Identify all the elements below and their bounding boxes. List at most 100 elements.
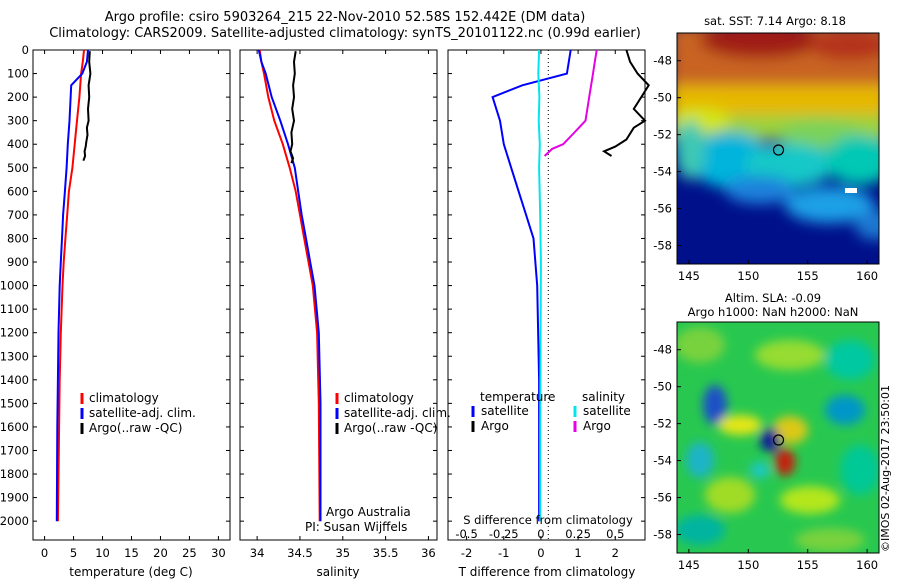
map-x-tick-label: 155	[797, 269, 819, 283]
x-tick-label: 1	[574, 546, 581, 560]
depth-tick-label: 1000	[0, 279, 29, 293]
difference-panel	[447, 49, 646, 541]
legend-label: satellite	[481, 404, 529, 418]
map-x-tick-label: 160	[856, 558, 878, 572]
depth-tick-label: 400	[7, 137, 29, 151]
series-line-temperature-argo	[601, 49, 650, 157]
depth-tick-label: 700	[7, 208, 29, 222]
x-tick-label: 10	[95, 546, 110, 560]
s-diff-tick-label: -0.5	[455, 527, 477, 541]
sla-argo-marker	[772, 434, 785, 446]
x-tick-label: 34	[250, 546, 265, 560]
sst-missing-patch	[845, 188, 857, 193]
map-y-tick-label: -50	[653, 380, 672, 394]
difference-xlabel-bottom: T difference from climatology	[458, 565, 636, 579]
x-tick-label: -1	[498, 546, 509, 560]
depth-tick-label: 1700	[0, 443, 29, 457]
series-line-temperature-satellite	[491, 49, 572, 522]
depth-tick-label: 0	[22, 43, 29, 57]
x-tick-label: 20	[153, 546, 168, 560]
x-tick-label: 30	[211, 546, 226, 560]
map-y-tick-label: -48	[653, 54, 672, 68]
difference-legend-temperature-title: temperature	[480, 390, 555, 404]
series-line-climatology	[258, 49, 321, 522]
depth-tick-label: 1500	[0, 396, 29, 410]
depth-tick-label: 1800	[0, 467, 29, 481]
x-tick-label: 36	[421, 546, 436, 560]
salinity-annotation-2: PI: Susan Wijffels	[305, 520, 407, 534]
legend-label: climatology	[89, 391, 159, 405]
depth-tick-label: 500	[7, 161, 29, 175]
map-x-tick-label: 145	[678, 558, 700, 572]
map-x-tick-label: 160	[856, 269, 878, 283]
legend-label: Argo(..raw -QC)	[89, 421, 182, 435]
legend-label: climatology	[344, 391, 414, 405]
salinity-xlabel: salinity	[316, 565, 359, 579]
series-line-satellite-adj-clim-	[257, 49, 322, 522]
sla-map	[677, 322, 879, 553]
map-x-tick-label: 150	[737, 269, 759, 283]
series-line-argo-raw-qc-	[289, 51, 297, 164]
sst-argo-marker	[772, 144, 785, 156]
map-y-tick-label: -52	[653, 417, 672, 431]
map-y-tick-label: -56	[653, 491, 672, 505]
x-tick-label: 25	[182, 546, 197, 560]
legend-label: satellite	[583, 404, 631, 418]
map-x-tick-label: 145	[678, 269, 700, 283]
map-y-tick-label: -58	[653, 239, 672, 253]
depth-tick-label: 800	[7, 231, 29, 245]
map-x-tick-label: 150	[737, 558, 759, 572]
x-tick-label: 0	[41, 546, 48, 560]
sla-map-frame	[676, 321, 880, 554]
depth-tick-label: 1300	[0, 349, 29, 363]
map-y-tick-label: -54	[653, 165, 672, 179]
x-tick-label: -2	[461, 546, 472, 560]
series-line-satellite-adj-clim-	[55, 49, 89, 522]
sst-map	[677, 33, 879, 264]
x-tick-label: 34.5	[287, 546, 313, 560]
figure-title: Argo profile: csiro 5903264_215 22-Nov-2…	[0, 10, 690, 42]
depth-tick-label: 1100	[0, 302, 29, 316]
depth-tick-label: 1400	[0, 373, 29, 387]
legend-label: satellite-adj. clim.	[89, 406, 196, 420]
map-y-tick-label: -54	[653, 454, 672, 468]
s-diff-tick-label: 0.5	[606, 527, 624, 541]
x-tick-label: 5	[70, 546, 77, 560]
sla-map-subtitle: Argo h1000: NaN h2000: NaN	[688, 305, 859, 319]
depth-tick-label: 200	[7, 90, 29, 104]
map-y-tick-label: -48	[653, 343, 672, 357]
depth-tick-label: 2000	[0, 514, 29, 528]
temperature-xlabel: temperature (deg C)	[69, 565, 192, 579]
title-line-2: Climatology: CARS2009. Satellite-adjuste…	[49, 26, 641, 41]
salinity-panel	[239, 49, 438, 541]
difference-legend-salinity-title: salinity	[582, 390, 625, 404]
depth-tick-label: 300	[7, 114, 29, 128]
depth-tick-label: 1200	[0, 326, 29, 340]
x-tick-label: 0	[537, 546, 544, 560]
series-line-climatology	[56, 49, 85, 522]
x-tick-label: 35	[335, 546, 350, 560]
sla-map-title: Altim. SLA: -0.09	[725, 291, 821, 305]
imos-credit: ©IMOS 02-Aug-2017 23:50:01	[879, 385, 892, 552]
sst-map-frame	[676, 32, 880, 265]
depth-tick-label: 100	[7, 67, 29, 81]
legend-label: Argo	[583, 419, 611, 433]
difference-xlabel-top: S difference from climatology	[463, 513, 633, 527]
s-diff-tick-label: 0.25	[565, 527, 591, 541]
depth-tick-label: 1600	[0, 420, 29, 434]
legend-label: satellite-adj. clim.	[344, 406, 451, 420]
sst-map-title: sat. SST: 7.14 Argo: 8.18	[704, 14, 846, 28]
map-x-tick-label: 155	[797, 558, 819, 572]
x-tick-label: 2	[612, 546, 619, 560]
x-tick-label: 35.5	[373, 546, 399, 560]
legend-label: Argo	[481, 419, 509, 433]
map-y-tick-label: -50	[653, 91, 672, 105]
map-y-tick-label: -52	[653, 128, 672, 142]
map-y-tick-label: -58	[653, 528, 672, 542]
depth-tick-label: 1900	[0, 491, 29, 505]
map-y-tick-label: -56	[653, 202, 672, 216]
s-diff-tick-label: 0	[537, 527, 544, 541]
series-line-salinity-argo	[543, 49, 598, 157]
series-line-salinity-satellite	[537, 49, 542, 522]
